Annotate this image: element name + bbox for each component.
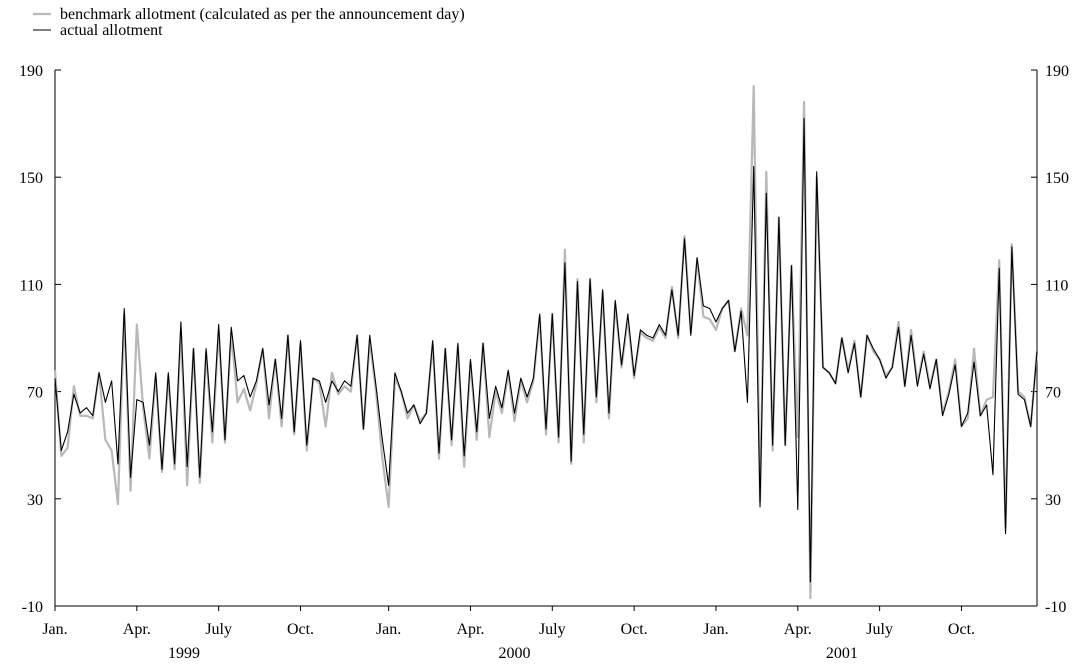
x-tick-label: Apr.	[784, 621, 812, 638]
y-tick-label-right: 70	[1045, 385, 1061, 402]
y-tick-label: 150	[19, 170, 43, 187]
x-tick-label: July	[205, 621, 232, 638]
legend-label: actual allotment	[60, 22, 163, 39]
year-label: 2000	[499, 645, 531, 662]
legend-label: benchmark allotment (calculated as per t…	[60, 6, 465, 23]
y-tick-label-right: 110	[1045, 277, 1068, 294]
year-label: 1999	[168, 645, 200, 662]
y-tick-label: 110	[20, 277, 43, 294]
x-tick-label: Oct.	[287, 621, 314, 638]
x-tick-label: Apr.	[456, 621, 484, 638]
y-tick-label-right: 30	[1045, 492, 1061, 509]
x-tick-label: July	[539, 621, 566, 638]
y-tick-label-right: 150	[1045, 170, 1069, 187]
x-tick-label: Jan.	[376, 621, 401, 638]
x-tick-label: Oct.	[948, 621, 975, 638]
series-line	[53, 84, 1039, 600]
y-tick-label: 30	[27, 492, 43, 509]
y-tick-label: 190	[19, 63, 43, 80]
y-tick-label: -10	[22, 599, 43, 616]
x-tick-label: Apr.	[123, 621, 151, 638]
x-tick-label: Oct.	[621, 621, 648, 638]
year-label: 2001	[826, 645, 858, 662]
y-tick-label: 70	[27, 385, 43, 402]
y-tick-label-right: 190	[1045, 63, 1069, 80]
y-tick-label-right: -10	[1045, 599, 1066, 616]
x-tick-label: Jan.	[703, 621, 728, 638]
x-tick-label: Jan.	[42, 621, 67, 638]
series-line	[54, 117, 1038, 583]
x-tick-label: July	[866, 621, 893, 638]
